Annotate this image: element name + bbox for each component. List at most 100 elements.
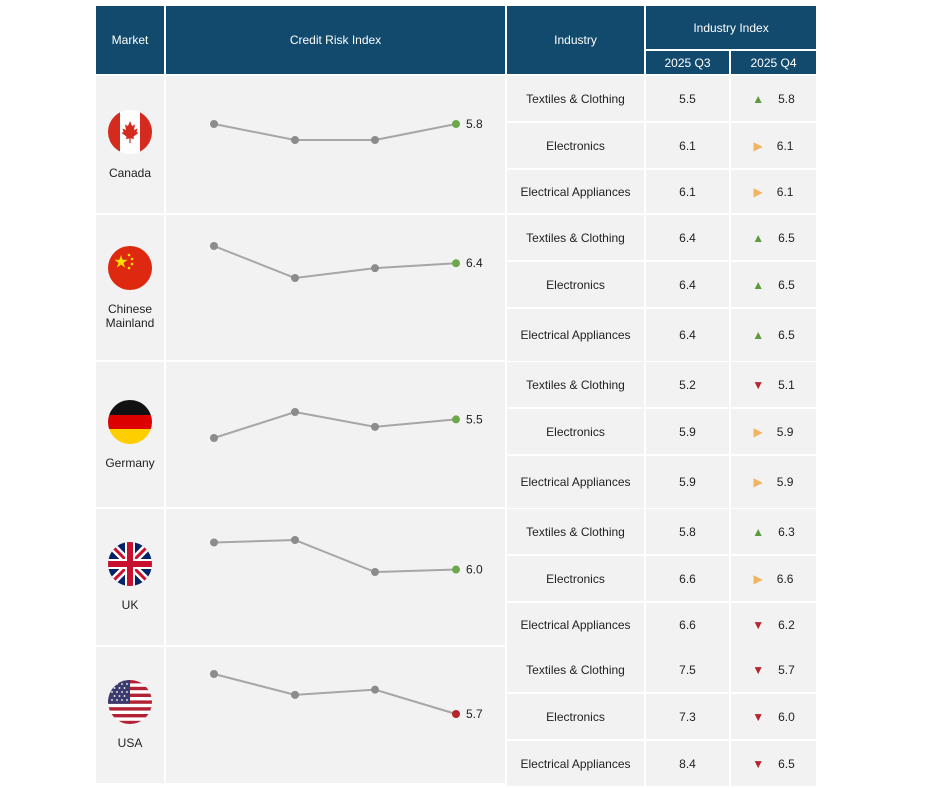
industry-cell: Electrical Appliances xyxy=(507,456,644,508)
industry-index-header: Industry Index xyxy=(646,6,816,49)
market-cell: USA xyxy=(96,647,164,783)
q3-value-cell: 7.5 xyxy=(646,647,729,692)
trend-flat-icon: ▶ xyxy=(753,138,763,153)
q4-value: 6.5 xyxy=(778,230,795,245)
q4-value: 5.9 xyxy=(776,475,794,489)
q4-value-cell: ▶ 6.1 xyxy=(731,123,816,168)
credit-risk-sparkline-cell xyxy=(166,509,505,645)
market-name: Chinese Mainland xyxy=(105,301,155,330)
q3-value-cell: 7.3 xyxy=(646,694,729,739)
q3-value-cell: 5.9 xyxy=(646,456,729,508)
q4-value: 5.8 xyxy=(778,91,795,106)
q4-value: 6.0 xyxy=(778,709,795,724)
industry-cell: Electronics xyxy=(507,556,644,601)
q3-value-cell: 6.4 xyxy=(646,215,729,260)
trend-flat-icon: ▶ xyxy=(753,475,763,489)
industry-cell: Electrical Appliances xyxy=(507,309,644,361)
q4-value-cell: ▶ 6.6 xyxy=(731,556,816,601)
market-name: USA xyxy=(117,736,143,750)
q3-value-cell: 5.2 xyxy=(646,362,729,407)
q4-value-cell: ▲ 5.8 xyxy=(731,76,816,121)
china-flag-icon xyxy=(108,245,152,290)
trend-up-icon: ▲ xyxy=(752,328,765,342)
industry-cell: Electronics xyxy=(507,262,644,307)
industry-cell: Electronics xyxy=(507,409,644,454)
usa-flag-icon xyxy=(108,680,152,724)
trend-up-icon: ▲ xyxy=(752,277,765,292)
q4-value-cell: ▲ 6.5 xyxy=(731,262,816,307)
trend-up-icon: ▲ xyxy=(752,524,765,539)
q4-value-cell: ▶ 5.9 xyxy=(731,409,816,454)
trend-flat-icon: ▶ xyxy=(753,184,763,199)
q3-value-cell: 5.9 xyxy=(646,409,729,454)
market-cell: Canada xyxy=(96,76,164,213)
q3-value-cell: 5.5 xyxy=(646,76,729,121)
industry-cell: Textiles & Clothing xyxy=(507,647,644,692)
q3-value-cell: 6.1 xyxy=(646,170,729,213)
q4-value: 6.2 xyxy=(778,618,795,632)
industry-cell: Electrical Appliances xyxy=(507,603,644,647)
q4-value: 6.3 xyxy=(778,524,795,539)
market-header: Market xyxy=(96,6,164,74)
credit-risk-sparkline-cell xyxy=(166,76,505,213)
q4-value-cell: ▲ 6.5 xyxy=(731,309,816,361)
q4-value-cell: ▼ 6.0 xyxy=(731,694,816,739)
industry-cell: Electronics xyxy=(507,694,644,739)
market-name: Canada xyxy=(108,165,152,180)
industry-cell: Textiles & Clothing xyxy=(507,509,644,554)
credit-risk-sparkline-cell xyxy=(166,647,505,783)
trend-up-icon: ▲ xyxy=(752,91,765,106)
q4-value: 6.5 xyxy=(778,756,795,771)
uk-flag-icon xyxy=(108,542,152,586)
credit-risk-index-header: Credit Risk Index xyxy=(166,6,505,74)
market-cell: Germany xyxy=(96,362,164,507)
trend-flat-icon: ▶ xyxy=(753,571,763,586)
q3-value-cell: 6.1 xyxy=(646,123,729,168)
q3-header: 2025 Q3 xyxy=(646,51,729,74)
canada-flag-icon xyxy=(108,109,152,154)
q4-value-cell: ▶ 6.1 xyxy=(731,170,816,213)
market-name: Germany xyxy=(105,455,155,470)
trend-flat-icon: ▶ xyxy=(753,424,763,439)
q4-value: 5.9 xyxy=(776,424,794,439)
industry-cell: Electrical Appliances xyxy=(507,741,644,786)
q4-value: 6.1 xyxy=(776,138,794,153)
q4-value-cell: ▼ 5.1 xyxy=(731,362,816,407)
q4-value: 6.5 xyxy=(778,328,795,342)
q3-value-cell: 6.4 xyxy=(646,262,729,307)
q3-value-cell: 6.6 xyxy=(646,556,729,601)
q4-value: 6.5 xyxy=(778,277,795,292)
germany-flag-icon xyxy=(108,399,152,444)
industry-cell: Electronics xyxy=(507,123,644,168)
q4-value-cell: ▲ 6.3 xyxy=(731,509,816,554)
industry-cell: Textiles & Clothing xyxy=(507,215,644,260)
trend-down-icon: ▼ xyxy=(752,756,765,771)
trend-down-icon: ▼ xyxy=(752,709,765,724)
q4-value-cell: ▼ 6.5 xyxy=(731,741,816,786)
q4-value-cell: ▲ 6.5 xyxy=(731,215,816,260)
q4-header: 2025 Q4 xyxy=(731,51,816,74)
q4-value: 6.1 xyxy=(776,184,794,199)
industry-cell: Textiles & Clothing xyxy=(507,362,644,407)
trend-down-icon: ▼ xyxy=(752,377,765,392)
industry-header: Industry xyxy=(507,6,644,74)
q4-value: 5.7 xyxy=(778,662,795,677)
q3-value-cell: 5.8 xyxy=(646,509,729,554)
trend-up-icon: ▲ xyxy=(752,230,765,245)
credit-risk-sparkline-cell xyxy=(166,362,505,507)
q4-value: 5.1 xyxy=(778,377,795,392)
q4-value-cell: ▼ 5.7 xyxy=(731,647,816,692)
trend-down-icon: ▼ xyxy=(752,618,765,632)
market-name: UK xyxy=(121,598,139,612)
q3-value-cell: 8.4 xyxy=(646,741,729,786)
credit-risk-sparkline-cell xyxy=(166,215,505,360)
q3-value-cell: 6.6 xyxy=(646,603,729,647)
q4-value: 6.6 xyxy=(776,571,794,586)
q4-value-cell: ▼ 6.2 xyxy=(731,603,816,647)
market-cell: UK xyxy=(96,509,164,645)
market-cell: Chinese Mainland xyxy=(96,215,164,360)
trend-down-icon: ▼ xyxy=(752,662,765,677)
q3-value-cell: 6.4 xyxy=(646,309,729,361)
industry-cell: Electrical Appliances xyxy=(507,170,644,213)
industry-cell: Textiles & Clothing xyxy=(507,76,644,121)
